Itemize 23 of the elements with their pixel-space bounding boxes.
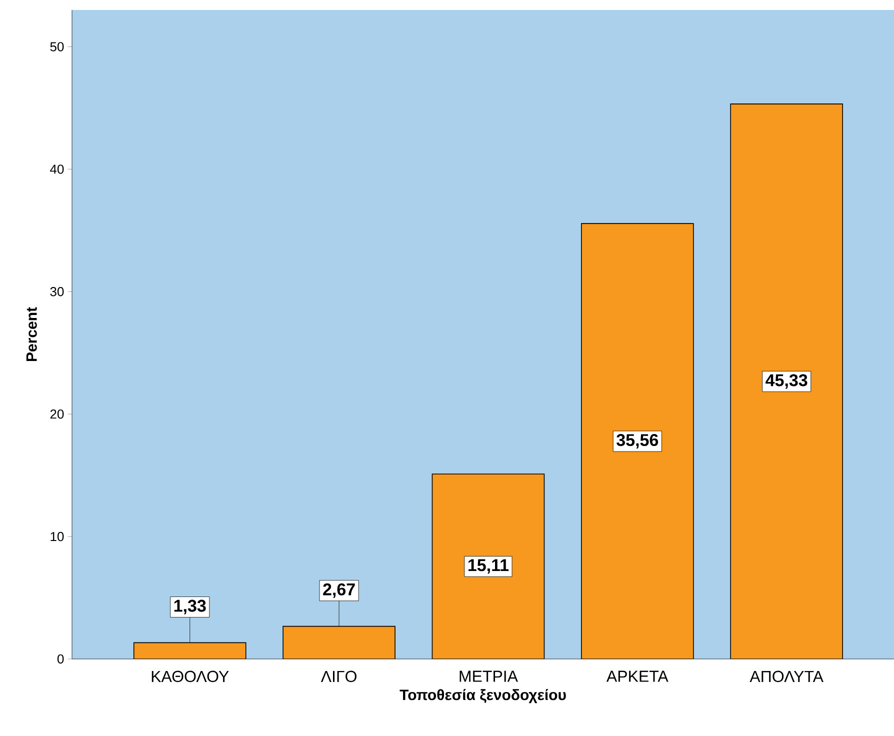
y-tick-label: 30 — [50, 287, 64, 296]
bar — [730, 104, 843, 659]
data-label: 2,67 — [323, 583, 355, 598]
y-tick-label: 40 — [50, 164, 64, 174]
x-tick-label: ΑΡΚΕΤΑ — [606, 670, 668, 682]
data-label: 35,56 — [616, 434, 658, 449]
bar — [581, 223, 694, 659]
x-tick-label: ΜΕΤΡΙΑ — [460, 670, 518, 682]
y-tick-label: 0 — [57, 654, 64, 664]
data-label: 1,33 — [174, 600, 206, 614]
data-label: 45,33 — [766, 374, 808, 389]
x-tick-label: ΑΠΟΛΥΤΑ — [750, 670, 824, 682]
x-tick-label: ΚΑΘΟΛΟΥ — [152, 670, 229, 682]
y-tick-label: 10 — [50, 532, 64, 542]
x-axis-title: Τοποθεσία ξενοδοχείου — [400, 688, 566, 704]
bar — [133, 642, 246, 659]
y-tick-label: 20 — [50, 409, 64, 419]
data-label: 15,11 — [468, 559, 509, 574]
x-tick-label: ΛΙΓΟ — [320, 670, 356, 682]
bar — [282, 626, 396, 659]
y-axis-title: Percent — [26, 307, 37, 361]
bar — [432, 474, 545, 659]
y-tick-label: 50 — [50, 42, 64, 52]
